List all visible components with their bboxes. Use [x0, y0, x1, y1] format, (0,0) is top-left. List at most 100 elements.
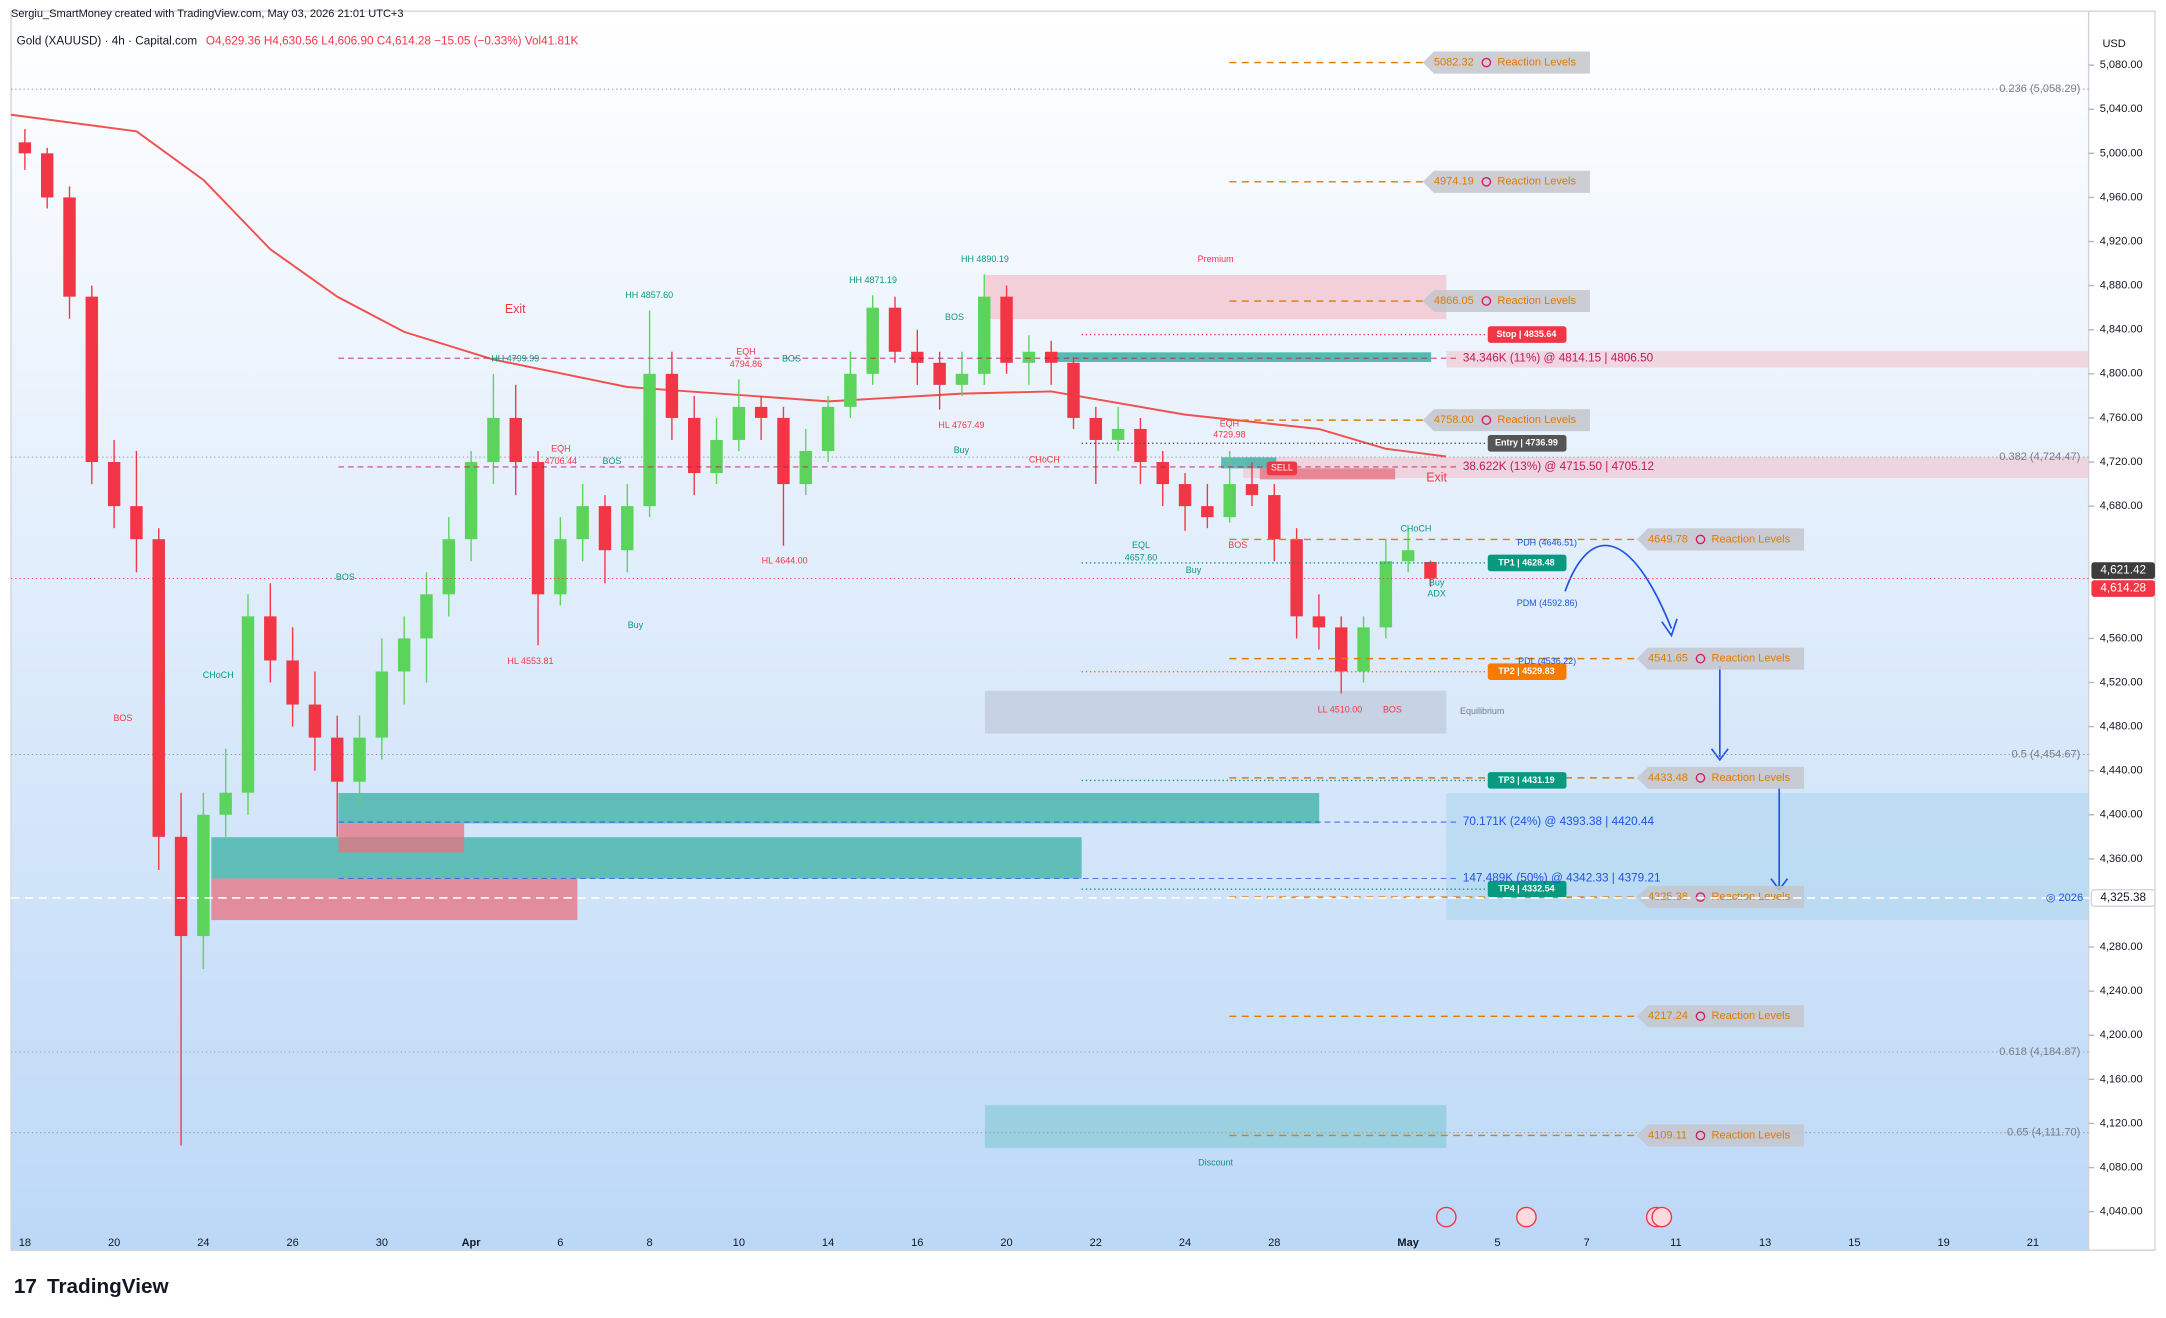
annotation: BOS — [1383, 704, 1402, 714]
reaction-box — [1422, 409, 1590, 432]
annotation: HH 4857.60 — [625, 290, 673, 300]
annotation: EQL — [1132, 540, 1150, 550]
trade-label: TP2 | 4529.83 — [1498, 666, 1554, 676]
candle-body — [219, 792, 232, 815]
x-tick-label: 22 — [1090, 1237, 1102, 1249]
candle-body — [978, 296, 991, 374]
candle-body — [1044, 351, 1058, 363]
candle-body — [933, 362, 946, 385]
candle-body — [286, 660, 299, 705]
x-tick-label: 8 — [647, 1237, 653, 1249]
currency: USD — [2102, 38, 2125, 50]
reaction-name: Reaction Levels — [1497, 176, 1576, 188]
trade-label: Entry | 4736.99 — [1495, 438, 1558, 448]
reaction-box — [1422, 51, 1590, 74]
fvg — [1259, 468, 1396, 480]
annotation: EQH — [736, 347, 755, 357]
annotation: HL 4767.49 — [938, 420, 984, 430]
fib-label: 0.236 (5,058.29) — [1999, 83, 2080, 95]
candle-body — [442, 539, 456, 595]
candle-body — [375, 671, 389, 738]
x-tick-label: 16 — [911, 1237, 923, 1249]
y-tick-label: 4,520.00 — [2100, 676, 2143, 688]
price-label: 4,621.42 — [2100, 564, 2146, 577]
annotation: PDM (4592.86) — [1517, 598, 1578, 608]
reaction-price: 4866.05 — [1434, 295, 1474, 307]
annotation: ADX — [1427, 588, 1445, 598]
reaction-box — [1636, 885, 1805, 909]
moving-average — [10, 113, 1447, 458]
candle-body — [866, 307, 879, 374]
reaction-icon — [1695, 1011, 1706, 1022]
candle-body — [130, 506, 143, 540]
brand: TradingView — [47, 1275, 170, 1298]
annotation: 4706.44 — [545, 456, 577, 466]
symbol: Gold (XAUUSD) · 4h · Capital.com — [17, 35, 198, 48]
fib-label: 0.618 (4,184.87) — [1999, 1046, 2080, 1058]
discount-zone — [984, 1105, 1447, 1149]
candle-body — [1312, 616, 1326, 628]
annotation: CHoCH — [1400, 524, 1431, 534]
candle-body — [1290, 539, 1303, 617]
candle-body — [554, 539, 567, 595]
annotation: 4657.60 — [1125, 553, 1157, 563]
annotation: CHoCH — [203, 670, 234, 680]
price-label-bg — [2090, 888, 2156, 907]
annotation: PDL (4536.22) — [1518, 656, 1576, 666]
trade-tag — [1487, 772, 1567, 789]
candle-body — [1401, 550, 1415, 562]
candle-body — [40, 153, 54, 198]
order-block — [338, 823, 465, 853]
x-tick-label: 21 — [2027, 1237, 2039, 1249]
candle-body — [464, 462, 478, 540]
reaction-icon — [1481, 57, 1492, 68]
candle-body — [754, 406, 768, 418]
candle-body — [63, 197, 76, 297]
y-tick-label: 4,280.00 — [2100, 941, 2143, 953]
order-block — [211, 878, 578, 921]
candle-body — [821, 406, 835, 451]
candle-body — [85, 296, 99, 463]
annotation: BOS — [113, 713, 132, 723]
trade-label: TP1 | 4628.48 — [1498, 557, 1554, 567]
position-label: 34.346K (11%) @ 4814.15 | 4806.50 — [1463, 351, 1654, 364]
x-tick-label: 28 — [1268, 1237, 1280, 1249]
event-icon[interactable] — [1435, 1206, 1457, 1228]
reaction-icon — [1695, 1130, 1706, 1141]
annotation: 4729.98 — [1213, 430, 1245, 440]
candle-body — [1178, 484, 1192, 507]
brand-logo: 17 — [14, 1275, 37, 1298]
y-tick-label: 4,240.00 — [2100, 985, 2143, 997]
y-tick-label: 4,800.00 — [2100, 368, 2143, 380]
trade-tag — [1487, 554, 1567, 572]
x-tick-label: May — [1397, 1237, 1419, 1249]
y-tick-label: 4,040.00 — [2100, 1206, 2143, 1218]
y-tick-label: 4,480.00 — [2100, 721, 2143, 733]
y-tick-label: 4,160.00 — [2100, 1073, 2143, 1085]
annotation: Exit — [1426, 470, 1447, 484]
y-tick-label: 4,400.00 — [2100, 809, 2143, 821]
candle-body — [509, 417, 522, 463]
event-icon[interactable] — [1651, 1206, 1673, 1228]
event-icon[interactable] — [1516, 1206, 1537, 1228]
reaction-name: Reaction Levels — [1497, 57, 1576, 69]
annotation: Buy — [628, 620, 644, 630]
position-band — [1243, 457, 2089, 479]
candle-body — [777, 417, 790, 485]
x-tick-label: 19 — [1937, 1237, 1949, 1249]
reaction-name: Reaction Levels — [1712, 533, 1791, 545]
y-tick-label: 4,080.00 — [2100, 1161, 2143, 1173]
fib-label: 0.5 (4,454.67) — [2012, 748, 2081, 760]
annotation: BOS — [1228, 540, 1247, 550]
x-tick-label: 13 — [1759, 1237, 1771, 1249]
fib-label: 0.382 (4,724.47) — [1999, 451, 2080, 463]
annotation: SELL — [1271, 463, 1293, 473]
annotation: CHoCH — [1029, 454, 1060, 464]
annotation: HH 4799.99 — [491, 354, 539, 364]
reaction-name: Reaction Levels — [1712, 772, 1791, 784]
position-label: 70.171K (24%) @ 4393.38 | 4420.44 — [1463, 815, 1655, 828]
reaction-icon — [1695, 653, 1706, 664]
reaction-price: 4541.65 — [1648, 653, 1688, 665]
reaction-box — [1636, 766, 1805, 789]
x-tick-label: 20 — [1000, 1237, 1012, 1249]
